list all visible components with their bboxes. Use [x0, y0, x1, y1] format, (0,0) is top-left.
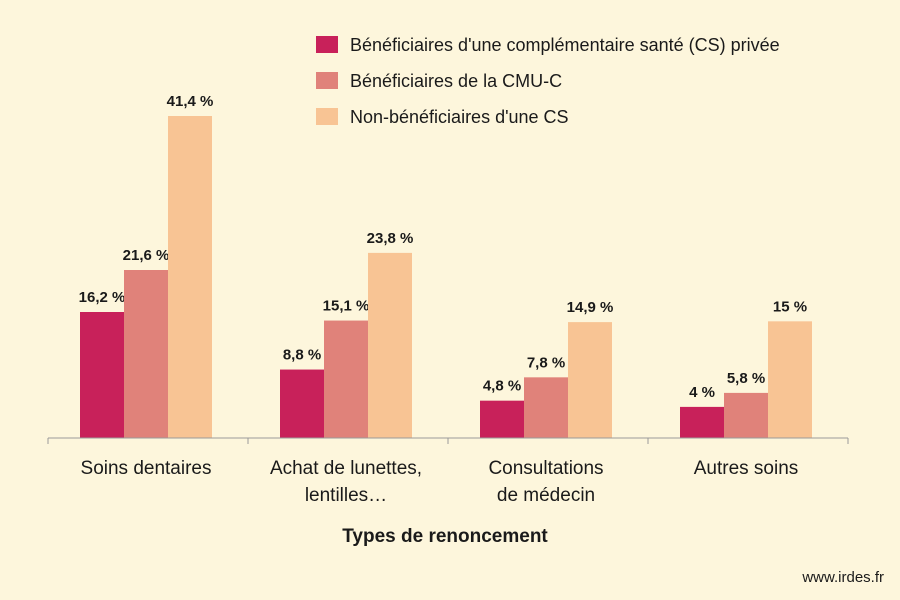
x-axis-title: Types de renoncement [342, 526, 548, 547]
data-label: 15,1 % [323, 298, 370, 315]
data-label: 4 % [689, 384, 715, 401]
category-label: lentilles… [305, 485, 387, 506]
category-label: Consultations [488, 458, 603, 479]
data-label: 8,8 % [283, 347, 321, 364]
data-label: 5,8 % [727, 370, 765, 387]
legend-swatch [316, 72, 338, 89]
data-label: 4,8 % [483, 378, 521, 395]
bar-3-1 [168, 116, 212, 438]
legend-entry: Bénéficiaires de la CMU-C [350, 71, 562, 91]
data-label: 16,2 % [79, 289, 126, 306]
legend-swatch [316, 36, 338, 53]
bar-1-3 [480, 400, 524, 438]
data-label: 21,6 % [123, 247, 170, 264]
bar-2-1 [124, 270, 168, 438]
data-label: 23,8 % [367, 230, 414, 247]
category-label: Achat de lunettes, [270, 458, 422, 479]
legend: Bénéficiaires d'une complémentaire santé… [316, 35, 780, 127]
bar-1-1 [80, 312, 124, 438]
data-label: 7,8 % [527, 354, 565, 371]
category-labels: Soins dentaires Achat de lunettes, lentill… [81, 458, 799, 506]
credit-text: www.irdes.fr [801, 569, 884, 586]
bar-3-3 [568, 322, 612, 438]
bar-3-2 [368, 252, 412, 438]
legend-entry: Non-bénéficiaires d'une CS [350, 107, 569, 127]
data-label: 14,9 % [567, 299, 614, 316]
legend-entry: Bénéficiaires d'une complémentaire santé… [350, 35, 780, 55]
category-label: de médecin [497, 485, 595, 506]
x-axis-ticks [47, 438, 849, 444]
data-label: 15 % [773, 298, 807, 315]
bar-1-4 [680, 406, 724, 438]
bar-1-2 [280, 369, 324, 438]
category-label: Autres soins [694, 458, 799, 479]
data-label: 41,4 % [167, 93, 214, 110]
category-label: Soins dentaires [81, 458, 212, 479]
bar-2-4 [724, 392, 768, 438]
bar-2-3 [524, 377, 568, 438]
bars: 16,2 % 21,6 % 41,4 % 8,8 % 15,1 % 23,8 % 4,8 %… [79, 93, 812, 438]
legend-swatch [316, 108, 338, 125]
bar-2-2 [324, 320, 368, 438]
bar-3-4 [768, 321, 812, 438]
